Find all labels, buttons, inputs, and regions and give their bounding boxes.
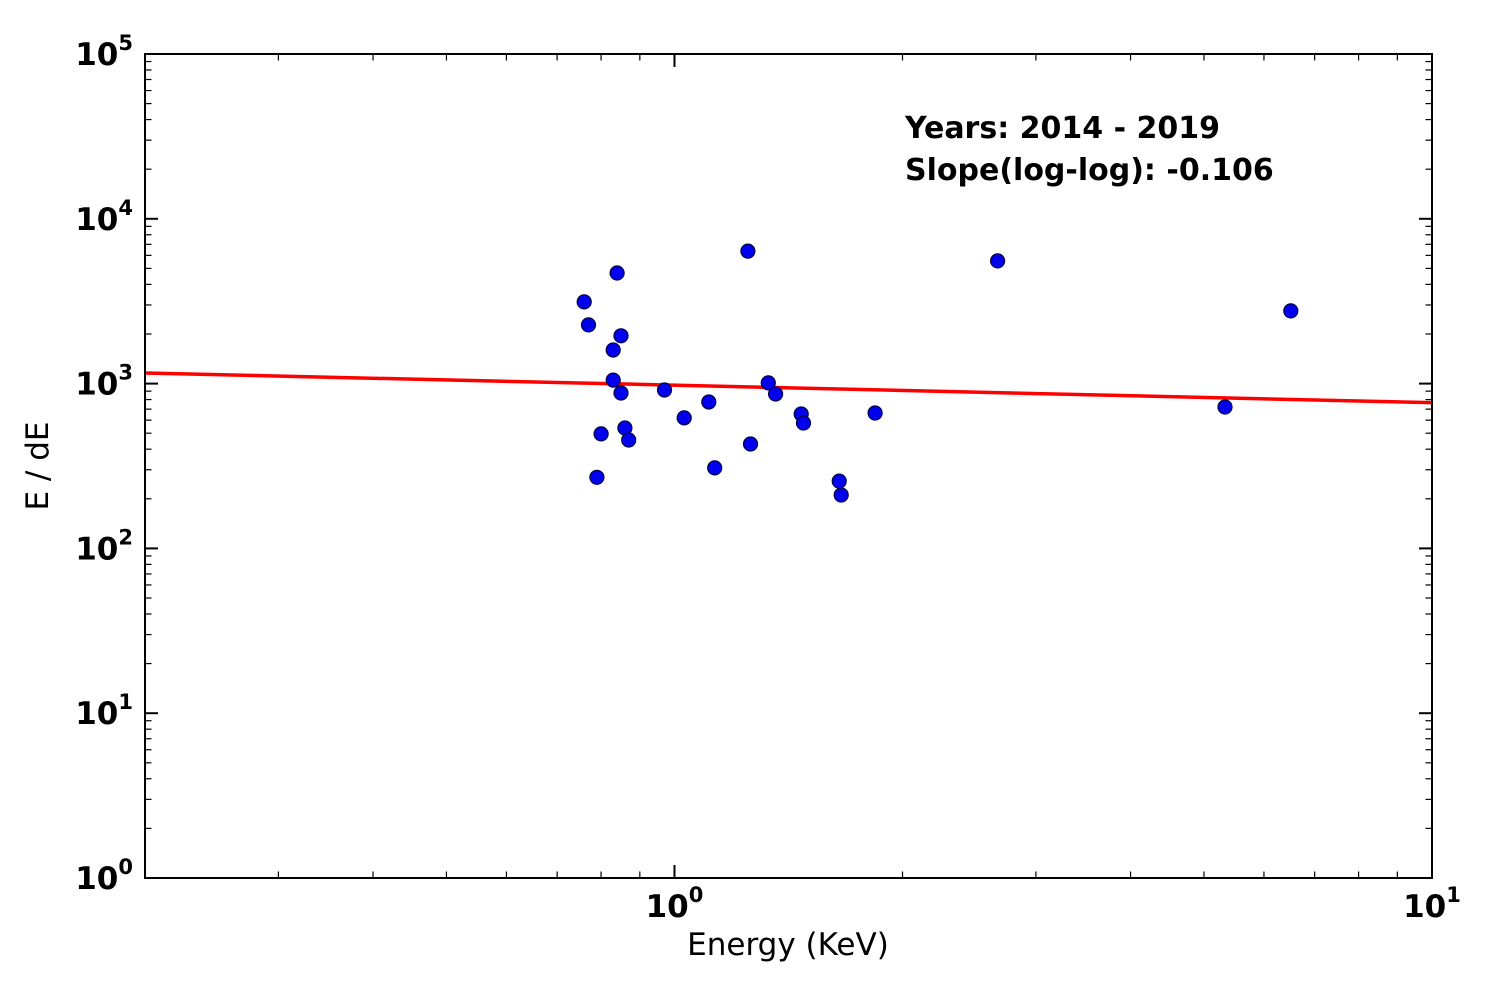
data-point [740, 243, 756, 259]
data-point [609, 265, 625, 281]
data-point [707, 460, 723, 476]
data-point [580, 317, 597, 333]
plot-frame [144, 53, 1433, 879]
y-tick-label: 102 [75, 525, 133, 567]
data-point [989, 253, 1006, 269]
plot-background [145, 54, 1432, 878]
data-point [831, 473, 847, 489]
tick-labels: 100 101 100 101 102 103 104 105 [75, 31, 1461, 925]
data-point [613, 385, 629, 401]
x-tick-label: 101 [1403, 883, 1461, 925]
data-point [593, 426, 609, 442]
fit-line [144, 371, 1433, 405]
annotation-years: Years: 2014 - 2019 [904, 111, 1220, 146]
data-point [576, 294, 592, 310]
data-point [795, 415, 812, 431]
y-tick-label: 101 [75, 690, 133, 732]
data-point [767, 386, 784, 402]
data-point [701, 394, 717, 410]
y-axis-label: E / dE [20, 421, 56, 510]
axis-ticks [145, 53, 1433, 879]
fit-line-segment [144, 371, 1433, 405]
y-tick-label: 104 [75, 196, 133, 238]
data-point [605, 372, 621, 388]
data-point [621, 432, 637, 448]
data-points [576, 243, 1299, 503]
data-point [613, 328, 629, 344]
y-tick-label: 105 [75, 31, 133, 73]
annotation-slope: Slope(log-log): -0.106 [905, 153, 1274, 188]
data-point [833, 487, 849, 503]
data-point [589, 469, 605, 485]
data-point [1217, 399, 1233, 415]
x-tick-label: 100 [646, 883, 704, 925]
y-tick-label: 103 [75, 361, 133, 403]
x-axis-label: Energy (KeV) [687, 927, 889, 963]
data-point [605, 342, 621, 358]
y-tick-label: 100 [75, 855, 133, 897]
data-point [676, 410, 692, 426]
data-point [760, 375, 776, 391]
data-point [656, 382, 673, 398]
data-point [742, 436, 759, 452]
data-point [867, 405, 883, 421]
data-point [1283, 303, 1299, 319]
